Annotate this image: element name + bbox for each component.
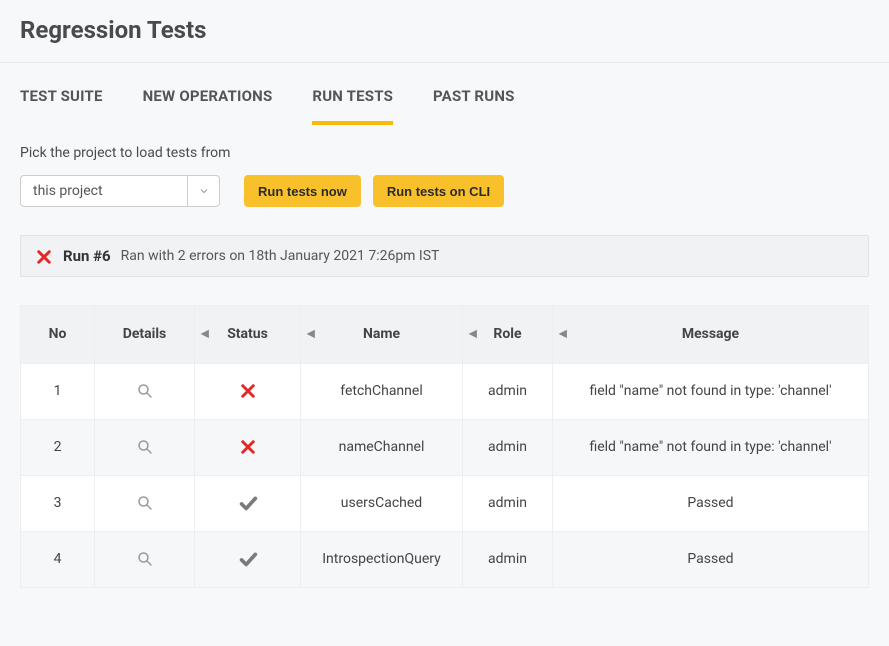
cell-no: 2 xyxy=(21,419,95,475)
fail-icon xyxy=(239,383,257,399)
button-group: Run tests now Run tests on CLI xyxy=(244,175,504,207)
col-resize-handle[interactable]: ◀ xyxy=(469,329,477,340)
cell-details[interactable] xyxy=(95,475,195,531)
cell-name: usersCached xyxy=(301,475,463,531)
tab-past-runs[interactable]: PAST RUNS xyxy=(433,87,515,125)
tab-new-operations[interactable]: NEW OPERATIONS xyxy=(143,87,273,125)
cell-role: admin xyxy=(463,419,553,475)
cell-role: admin xyxy=(463,475,553,531)
run-tests-on-cli-button[interactable]: Run tests on CLI xyxy=(373,175,504,207)
project-picker-label: Pick the project to load tests from xyxy=(20,145,869,161)
table-row: 3 usersCachedadminPassed xyxy=(21,475,869,531)
results-table: No Details ◀Status ◀Name ◀Role ◀Message … xyxy=(20,305,869,588)
magnify-icon xyxy=(136,495,154,511)
cell-message: Passed xyxy=(553,531,869,587)
cell-no: 1 xyxy=(21,363,95,419)
run-tests-now-button[interactable]: Run tests now xyxy=(244,175,361,207)
run-banner[interactable]: Run #6 Ran with 2 errors on 18th January… xyxy=(20,235,869,277)
table-row: 1 fetchChanneladminfield "name" not found… xyxy=(21,363,869,419)
cell-status xyxy=(195,475,301,531)
tabs: TEST SUITE NEW OPERATIONS RUN TESTS PAST… xyxy=(20,63,869,125)
project-select[interactable]: this project xyxy=(20,175,220,207)
col-details[interactable]: Details xyxy=(95,305,195,363)
magnify-icon xyxy=(136,439,154,455)
cell-no: 4 xyxy=(21,531,95,587)
cell-details[interactable] xyxy=(95,531,195,587)
cell-status xyxy=(195,363,301,419)
run-description: Ran with 2 errors on 18th January 2021 7… xyxy=(121,248,440,264)
cell-name: nameChannel xyxy=(301,419,463,475)
pass-icon xyxy=(237,495,259,511)
project-select-value: this project xyxy=(21,176,187,206)
run-label: Run #6 xyxy=(63,247,111,265)
magnify-icon xyxy=(136,383,154,399)
chevron-down-icon xyxy=(187,176,219,206)
controls-row: this project Run tests now Run tests on … xyxy=(20,175,869,207)
pass-icon xyxy=(237,551,259,567)
col-resize-handle[interactable]: ◀ xyxy=(559,329,567,340)
cell-message: Passed xyxy=(553,475,869,531)
run-status-fail-icon xyxy=(35,246,53,266)
magnify-icon xyxy=(136,551,154,567)
cell-role: admin xyxy=(463,363,553,419)
col-no[interactable]: No xyxy=(21,305,95,363)
tab-run-tests[interactable]: RUN TESTS xyxy=(312,87,393,125)
col-resize-handle[interactable]: ◀ xyxy=(201,329,209,340)
col-message[interactable]: ◀Message xyxy=(553,305,869,363)
cell-status xyxy=(195,419,301,475)
cell-no: 3 xyxy=(21,475,95,531)
cell-role: admin xyxy=(463,531,553,587)
col-status[interactable]: ◀Status xyxy=(195,305,301,363)
cell-name: IntrospectionQuery xyxy=(301,531,463,587)
fail-icon xyxy=(239,439,257,455)
table-row: 2 nameChanneladminfield "name" not found … xyxy=(21,419,869,475)
cell-name: fetchChannel xyxy=(301,363,463,419)
cell-message: field "name" not found in type: 'channel… xyxy=(553,419,869,475)
cell-status xyxy=(195,531,301,587)
col-name[interactable]: ◀Name xyxy=(301,305,463,363)
cell-message: field "name" not found in type: 'channel… xyxy=(553,363,869,419)
tab-test-suite[interactable]: TEST SUITE xyxy=(20,87,103,125)
col-role[interactable]: ◀Role xyxy=(463,305,553,363)
table-header-row: No Details ◀Status ◀Name ◀Role ◀Message xyxy=(21,305,869,363)
page-title: Regression Tests xyxy=(0,0,889,62)
cell-details[interactable] xyxy=(95,419,195,475)
cell-details[interactable] xyxy=(95,363,195,419)
col-resize-handle[interactable]: ◀ xyxy=(307,329,315,340)
table-row: 4 IntrospectionQueryadminPassed xyxy=(21,531,869,587)
